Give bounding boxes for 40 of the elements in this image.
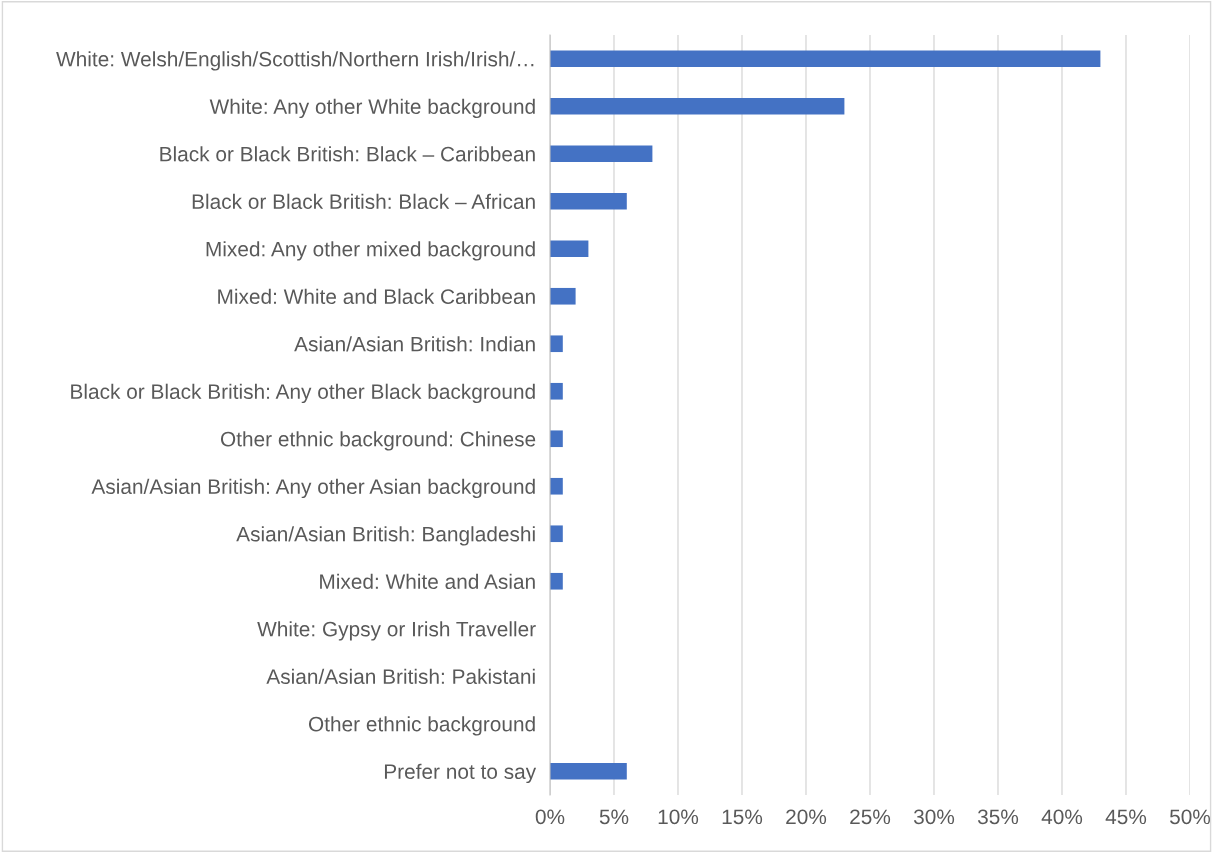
x-tick-label: 10% (658, 809, 699, 825)
y-tick-label: White: Any other White background (209, 98, 535, 119)
bar (550, 525, 563, 543)
x-tick-label: 15% (722, 809, 763, 825)
x-tick-label: 25% (850, 809, 891, 825)
y-tick-label: Asian/Asian British: Bangladeshi (236, 526, 535, 546)
y-tick-label: Mixed: Any other mixed background (206, 241, 535, 261)
y-tick-label: Black or Black British: Black – Caribbean (160, 146, 535, 162)
x-tick-label: 40% (1041, 809, 1083, 825)
bar (550, 382, 563, 400)
x-tick-label: 5% (599, 809, 629, 825)
y-tick-label: White: Welsh/English/Scottish/Northern Irish/Irish/… (56, 51, 534, 71)
y-tick-label: White: Gypsy or Irish Traveller (257, 621, 536, 641)
y-tick-label: Asian/Asian British: Indian (294, 336, 535, 352)
x-tick-label: 35% (977, 809, 1019, 825)
bar (550, 287, 576, 305)
x-tick-label: 0% (535, 809, 565, 825)
bar (550, 145, 653, 163)
bar (550, 97, 845, 115)
bar (550, 240, 589, 258)
x-tick-label: 20% (786, 809, 827, 825)
y-tick-label: Prefer not to say (384, 763, 537, 784)
bar (550, 430, 563, 448)
bar (550, 50, 1101, 68)
bar (550, 762, 627, 780)
y-tick-label: Mixed: White and Asian (320, 573, 535, 589)
bar (550, 192, 627, 210)
x-tick-label: 45% (1105, 809, 1147, 825)
y-tick-label: Black or Black British: Black – African (192, 193, 535, 209)
y-tick-label: Other ethnic background (308, 716, 535, 736)
bar (550, 335, 563, 353)
y-tick-label: Asian/Asian British: Pakistani (266, 668, 535, 684)
y-tick-label: Mixed: White and Black Caribbean (218, 288, 535, 304)
bar (550, 477, 563, 495)
y-tick-label: Asian/Asian British: Any other Asian background (91, 478, 535, 499)
bar (550, 572, 563, 590)
x-tick-label: 30% (913, 809, 955, 825)
y-tick-label: Other ethnic background: Chinese (220, 431, 536, 451)
y-tick-label: Black or Black British: Any other Black background (71, 383, 535, 404)
x-tick-label: 50% (1169, 809, 1211, 825)
